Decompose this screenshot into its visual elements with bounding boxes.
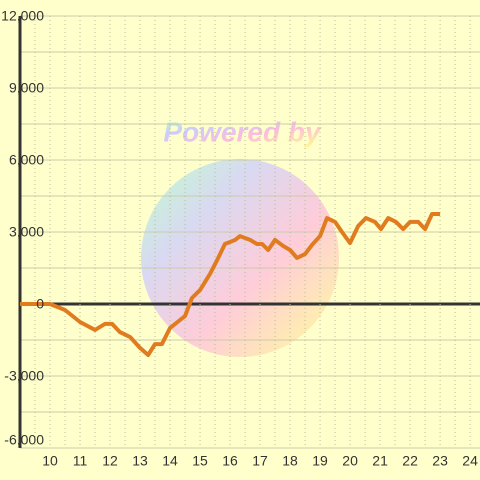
x-tick-label: 14 bbox=[162, 453, 178, 469]
x-tick-label: 18 bbox=[282, 453, 298, 469]
watermark-text: Powered by bbox=[163, 116, 322, 147]
x-tick-label: 24 bbox=[462, 453, 478, 469]
y-tick-label: -3,000 bbox=[4, 368, 44, 384]
x-tick-label: 15 bbox=[192, 453, 208, 469]
x-tick-label: 16 bbox=[222, 453, 238, 469]
y-tick-label: 0 bbox=[36, 296, 44, 312]
y-tick-label: 3,000 bbox=[9, 224, 44, 240]
x-tick-label: 17 bbox=[252, 453, 268, 469]
x-tick-label: 22 bbox=[402, 453, 418, 469]
watermark-logo bbox=[141, 159, 339, 357]
x-tick-label: 11 bbox=[73, 453, 88, 469]
x-tick-label: 20 bbox=[342, 453, 358, 469]
y-tick-label: 12,000 bbox=[1, 8, 44, 24]
labels: -6,000 -3,000 0 3,000 6,000 9,000 12,000 10 11 12… bbox=[1, 8, 478, 469]
y-tick-label: -6,000 bbox=[4, 432, 44, 448]
y-tick-label: 6,000 bbox=[9, 152, 44, 168]
x-tick-label: 21 bbox=[372, 453, 388, 469]
grid bbox=[18, 15, 480, 449]
x-tick-label: 12 bbox=[102, 453, 118, 469]
x-tick-label: 10 bbox=[42, 453, 58, 469]
marks bbox=[20, 212, 441, 357]
x-tick-label: 19 bbox=[312, 453, 328, 469]
y-tick-label: 9,000 bbox=[9, 80, 44, 96]
line-series bbox=[20, 212, 441, 357]
x-tick-label: 13 bbox=[132, 453, 148, 469]
x-tick-label: 23 bbox=[432, 453, 448, 469]
